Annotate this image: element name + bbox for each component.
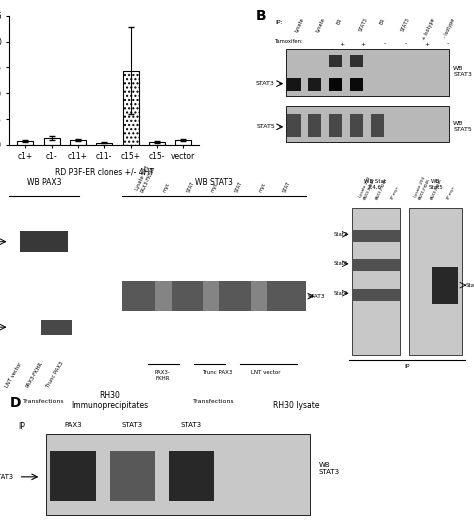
Bar [96,143,112,145]
Text: WB Stat
2,4,6: WB Stat 2,4,6 [364,179,386,190]
Bar [308,114,321,137]
Text: +: + [424,42,429,47]
Text: Lysate: Lysate [315,17,326,33]
Text: STAT3: STAT3 [181,422,202,428]
Text: WB PAX3: WB PAX3 [27,178,61,187]
Text: RH30
Immunoprecipitates: RH30 Immunoprecipitates [71,391,148,410]
Bar [287,114,301,137]
Text: -: - [447,42,449,47]
Text: Lysate 293
PAX3-FKHR: Lysate 293 PAX3-FKHR [414,176,431,200]
Text: IP:: IP: [275,20,283,25]
Text: Lysate 293
PAX3-FKHR: Lysate 293 PAX3-FKHR [135,164,156,193]
Bar [287,78,301,91]
Text: STAT: STAT [282,180,292,193]
Bar [350,78,363,91]
Text: myc: myc [258,182,267,193]
Bar [50,450,96,501]
FancyBboxPatch shape [286,106,449,142]
Text: PAX3-FKHR: PAX3-FKHR [430,178,443,200]
Text: LNT vector: LNT vector [251,370,280,375]
Bar [308,78,321,91]
Text: Stat6: Stat6 [334,261,348,266]
Bar [352,259,400,271]
Bar [350,55,363,67]
Text: STAT3: STAT3 [400,17,411,33]
Text: STAT5: STAT5 [256,125,275,129]
Text: +: + [339,42,345,47]
Text: WB
Stat5: WB Stat5 [428,179,443,190]
Text: STAT3: STAT3 [0,474,14,480]
Text: - Isotype: - Isotype [443,17,456,39]
Text: Trunc PAX3: Trunc PAX3 [46,361,65,389]
Bar [109,450,155,501]
Text: WB STAT3: WB STAT3 [195,178,233,187]
FancyBboxPatch shape [286,49,449,96]
Bar [352,289,400,301]
X-axis label: RD P3F-ER clones +/- 4HT: RD P3F-ER clones +/- 4HT [55,167,154,176]
FancyBboxPatch shape [409,208,462,355]
Bar [371,114,384,137]
Bar [432,267,457,304]
Bar [122,281,306,311]
Text: WB
STAT5: WB STAT5 [453,121,472,132]
Text: Lysate 293
PAX3-FKHR: Lysate 293 PAX3-FKHR [358,176,376,200]
Text: Trunc PAX3: Trunc PAX3 [202,370,233,375]
Text: PAX3-FKHR: PAX3-FKHR [25,361,44,388]
Text: Stat4: Stat4 [334,291,348,296]
FancyBboxPatch shape [46,434,310,515]
Bar [18,141,33,145]
Text: +: + [361,42,366,47]
FancyBboxPatch shape [352,208,400,355]
Bar [169,450,214,501]
Text: LNT vector: LNT vector [5,361,23,388]
Text: B: B [256,10,266,23]
Text: PAX3: PAX3 [64,422,82,428]
Bar [329,78,342,91]
Text: + Isotype: + Isotype [421,17,436,41]
Text: PAX3-FKHR: PAX3-FKHR [374,178,388,200]
Text: STAT: STAT [186,180,196,193]
Text: Transfections: Transfections [193,400,235,404]
Text: ER: ER [337,17,344,25]
Text: STAT3: STAT3 [122,422,143,428]
Text: ER: ER [379,17,386,25]
Text: Stat2: Stat2 [334,232,348,237]
Text: Tamoxifen:: Tamoxifen: [275,39,304,44]
Text: STAT3: STAT3 [256,81,275,86]
Text: -: - [383,42,386,47]
Text: Stat5: Stat5 [465,282,474,288]
Bar [329,114,342,137]
Text: -: - [405,42,407,47]
Bar [44,138,60,145]
Text: STAT3: STAT3 [308,294,326,299]
Bar [70,140,86,145]
Text: PAX3-
FKHR: PAX3- FKHR [155,370,170,381]
Bar [41,320,72,334]
Text: WB
STAT3: WB STAT3 [453,66,472,77]
Text: IP: IP [404,364,410,369]
Text: myc: myc [210,182,219,193]
Bar [20,232,68,252]
Text: IP: IP [18,422,26,431]
Text: WB
STAT3: WB STAT3 [319,462,340,475]
Text: STAT3: STAT3 [357,17,368,33]
Bar [251,281,267,311]
Bar [352,230,400,242]
Text: STAT: STAT [234,180,244,193]
Text: Lysate: Lysate [294,17,305,33]
Bar [149,142,165,145]
Text: D: D [9,396,21,410]
Text: myc: myc [162,182,171,193]
Bar [350,114,363,137]
Text: IP myc: IP myc [391,186,400,200]
Text: Transfections: Transfections [23,400,65,404]
Bar [123,70,138,145]
Bar [175,140,191,145]
Bar [155,281,172,311]
Bar [329,55,342,67]
Text: RH30 lysate: RH30 lysate [273,401,320,410]
Bar [203,281,219,311]
Text: IP myc: IP myc [446,186,456,200]
